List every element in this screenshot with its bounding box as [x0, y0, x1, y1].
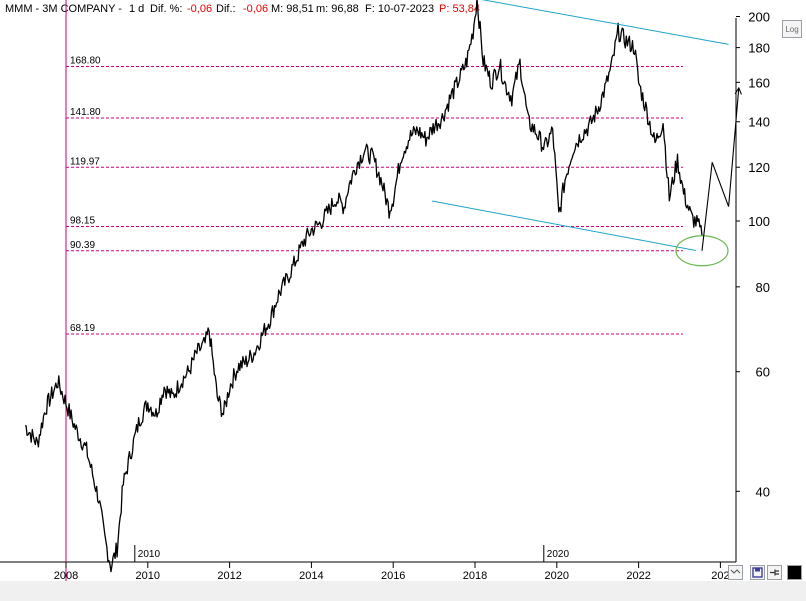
x-tick-label: 2012: [217, 570, 241, 581]
x-tick-label: 2010: [136, 570, 160, 581]
projection-path: [701, 87, 740, 251]
dif-value: -0,06: [243, 3, 269, 15]
x-tick-label: 2016: [381, 570, 405, 581]
trendline: [481, 0, 729, 45]
y-tick-label: 40: [756, 484, 770, 499]
symbol-label: MMM - 3M COMPANY -: [5, 3, 122, 15]
projection-arrowhead: [734, 86, 742, 95]
y-tick-label: 160: [748, 75, 770, 90]
y-tick-label: 140: [748, 115, 770, 130]
y-tick-label: 60: [756, 365, 770, 380]
chart-header: MMM - 3M COMPANY - 1 d Dif. %: -0,06 Dif…: [0, 0, 736, 18]
price-chart[interactable]: 212.44168.80141.80119.9798.1590.3968.192…: [0, 0, 806, 581]
x-tick-label: 2014: [299, 570, 323, 581]
color-swatch-icon[interactable]: [787, 565, 802, 580]
x-tick-label: 2020: [545, 570, 569, 581]
period-label: 1 d: [129, 3, 145, 15]
fib-level-label: 68.19: [70, 323, 95, 334]
y-tick-label: 200: [748, 10, 770, 25]
fib-level-label: 98.15: [70, 216, 95, 227]
dif-label: Dif.:: [216, 3, 236, 15]
fib-level-label: 141.80: [70, 107, 101, 118]
fib-level-label: 168.80: [70, 56, 101, 67]
y-tick-label: 80: [756, 280, 770, 295]
max-label: M: 98,51: [271, 3, 314, 15]
dif-pct-label: Dif. %:: [150, 3, 183, 15]
x-marker-label: 2020: [547, 549, 570, 560]
fib-level-label: 119.97: [70, 156, 100, 167]
status-bar: [0, 581, 806, 601]
y-tick-label: 100: [748, 214, 770, 229]
x-tick-label: 2022: [626, 570, 650, 581]
grid-toggle-icon[interactable]: [728, 565, 743, 580]
x-tick-label: 2008: [54, 570, 78, 581]
y-tick-label: 120: [748, 160, 770, 175]
y-tick-label: 180: [748, 41, 770, 56]
date-label: F: 10-07-2023: [365, 3, 435, 15]
x-marker-label: 2010: [138, 549, 161, 560]
pin-icon[interactable]: [767, 565, 782, 580]
x-tick-label: 2018: [463, 570, 487, 581]
log-scale-toggle[interactable]: Log: [782, 20, 802, 38]
dif-pct-value: -0,06: [187, 3, 213, 15]
price-label: P: 53,84: [439, 3, 480, 15]
x-tick-label: 202: [711, 570, 729, 581]
fib-level-label: 90.39: [70, 240, 95, 251]
min-label: m: 96,88: [316, 3, 359, 15]
trendline: [431, 200, 696, 251]
save-icon[interactable]: [750, 565, 765, 580]
support-ellipse: [675, 235, 729, 267]
price-series-line: [24, 0, 703, 573]
